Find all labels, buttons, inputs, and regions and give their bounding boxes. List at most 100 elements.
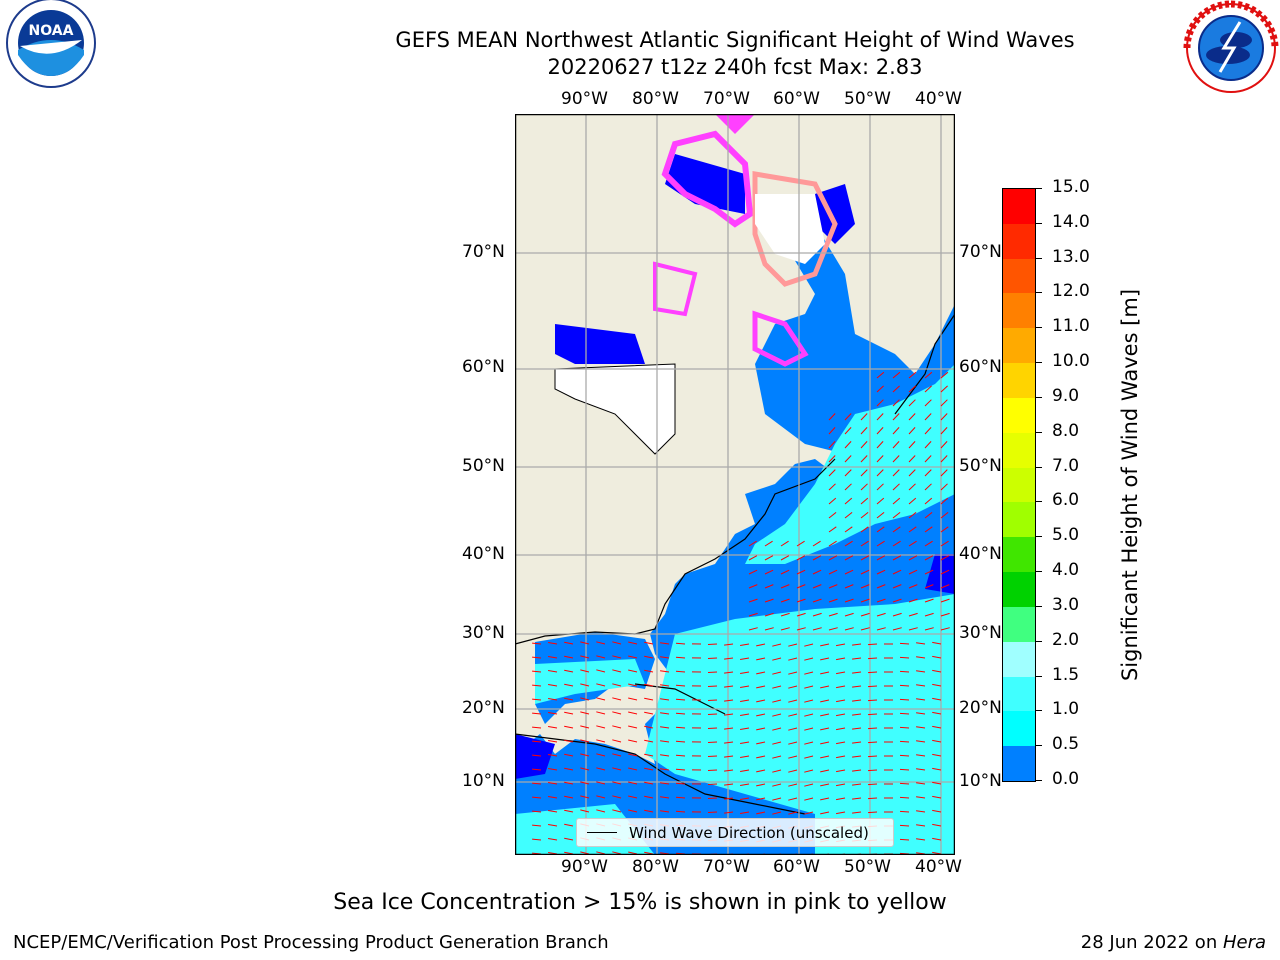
- wind-arrow: [860, 627, 870, 631]
- wind-arrow: [660, 684, 670, 687]
- wind-arrow: [940, 469, 948, 477]
- wind-arrow: [924, 526, 933, 533]
- wind-arrow: [932, 809, 942, 813]
- wind-arrow: [867, 797, 878, 800]
- wind-arrow: [828, 427, 836, 435]
- wind-arrow: [788, 783, 798, 787]
- wind-arrow: [836, 657, 846, 661]
- footer-credit: NCEP/EMC/Verification Post Processing Pr…: [13, 932, 609, 953]
- wind-arrow: [852, 783, 862, 786]
- colorbar-segment: [1003, 676, 1035, 712]
- lat-label-right: 10°N: [959, 771, 1002, 791]
- lon-label-top: 60°W: [773, 89, 820, 109]
- wind-arrows: [532, 371, 950, 855]
- wind-arrow: [804, 727, 814, 731]
- wind-arrow: [532, 684, 542, 687]
- wind-arrow: [780, 598, 790, 603]
- wind-arrow: [756, 671, 766, 675]
- wind-arrow: [564, 837, 574, 841]
- wind-arrow: [628, 851, 638, 855]
- nws-logo: [1178, 0, 1280, 98]
- colorbar-segment: [1003, 467, 1035, 503]
- wind-arrow: [820, 685, 830, 689]
- wind-arrow: [940, 371, 949, 379]
- wind-arrow: [628, 767, 638, 771]
- wind-arrow: [675, 712, 686, 715]
- wind-arrow: [836, 741, 846, 745]
- wind-arrow: [764, 584, 774, 589]
- wind-arrow: [580, 809, 590, 813]
- wind-arrow: [788, 671, 798, 675]
- wind-arrow: [644, 655, 654, 659]
- wind-arrow: [628, 725, 638, 729]
- wind-arrow: [844, 598, 854, 603]
- wind-arrow: [772, 741, 782, 745]
- wind-arrow: [908, 627, 918, 631]
- lon-label-bottom: 50°W: [844, 857, 891, 877]
- wind-arrow: [899, 656, 910, 659]
- wind-arrow: [892, 413, 900, 421]
- wind-arrow: [548, 740, 558, 743]
- wind-arrow: [924, 469, 932, 477]
- wind-arrow: [820, 783, 830, 787]
- wind-arrow: [892, 512, 901, 519]
- wind-arrow: [724, 657, 734, 660]
- wind-arrow: [876, 441, 884, 449]
- wind-arrow: [724, 797, 734, 800]
- wind-arrow: [916, 726, 926, 729]
- wind-arrow: [772, 643, 782, 647]
- wind-arrow: [788, 699, 798, 703]
- footer-host: Hera: [1222, 932, 1266, 953]
- wind-arrow: [908, 584, 918, 589]
- wind-arrow: [628, 739, 638, 743]
- wind-arrow: [548, 656, 558, 659]
- wind-arrow: [564, 711, 574, 715]
- wind-arrow: [612, 655, 622, 659]
- wind-arrow: [852, 741, 862, 744]
- wind-arrow: [804, 783, 814, 787]
- wind-arrow: [892, 540, 901, 547]
- wind-arrow: [892, 598, 902, 603]
- wind-arrow: [596, 641, 606, 645]
- wind-arrow: [780, 555, 790, 561]
- wind-arrow: [764, 612, 774, 617]
- wind-arrow: [860, 441, 868, 449]
- colorbar-tick-mark: [1035, 640, 1042, 642]
- wind-arrow: [804, 811, 814, 815]
- wind-arrow: [892, 612, 902, 617]
- colorbar-tick-mark: [1035, 188, 1042, 189]
- wind-arrow: [828, 483, 836, 491]
- colorbar-segment: [1003, 397, 1035, 433]
- wind-arrow: [772, 755, 782, 759]
- wind-arrow: [564, 781, 574, 785]
- colorbar-tick-mark: [1035, 501, 1042, 503]
- wind-arrow: [724, 755, 734, 758]
- colorbar-tick-mark: [1035, 292, 1042, 294]
- wind-arrow: [580, 753, 590, 757]
- wind-arrow: [916, 656, 926, 659]
- wind-arrow: [940, 455, 948, 463]
- wind-arrow: [675, 810, 686, 813]
- wind-arrow: [828, 526, 837, 533]
- wind-arrow: [899, 642, 910, 645]
- wind-arrow: [532, 642, 542, 645]
- wind-arrow: [660, 726, 670, 729]
- wind-arrow: [756, 699, 766, 703]
- wind-arrow: [940, 512, 949, 519]
- wind-arrow: [828, 612, 838, 617]
- wind-arrow: [564, 809, 574, 813]
- colorbar-segment: [1003, 606, 1035, 642]
- wind-arrow: [628, 753, 638, 757]
- wind-arrow: [899, 796, 910, 799]
- wind-arrow: [764, 569, 774, 575]
- wind-arrow: [580, 711, 590, 715]
- wind-arrow: [564, 683, 574, 687]
- wind-arrow: [940, 413, 948, 421]
- wind-arrow: [548, 726, 558, 729]
- colorbar-tick-label: 2.0: [1052, 629, 1080, 650]
- wind-arrow: [836, 671, 846, 675]
- wind-arrow: [852, 699, 862, 702]
- wind-arrow: [788, 685, 798, 689]
- wind-arrow: [820, 671, 830, 675]
- wind-arrow: [899, 810, 910, 813]
